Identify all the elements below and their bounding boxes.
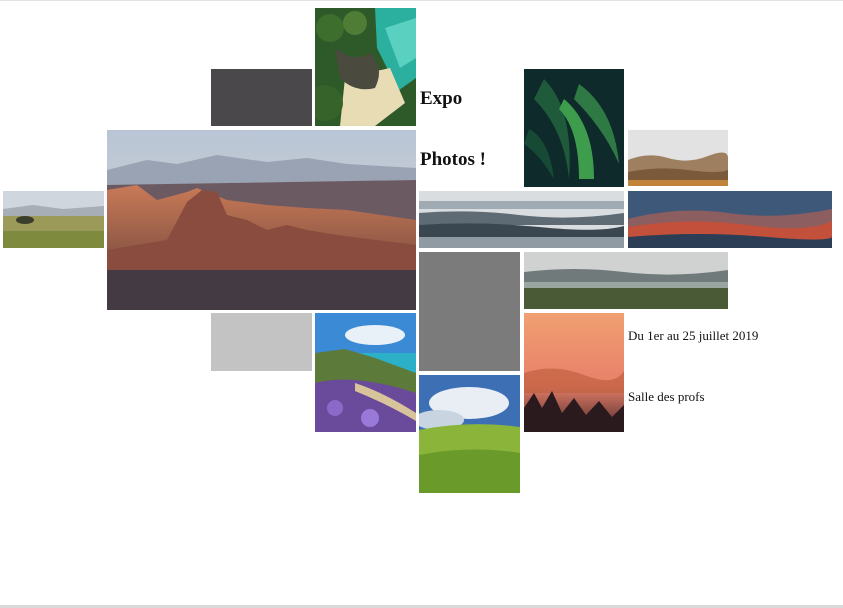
photo-red-desert-hills <box>628 191 832 248</box>
photo-golden-fog-forest <box>524 313 624 432</box>
photo-green-field-sky <box>419 375 520 493</box>
photo-canyon-sunset <box>107 130 416 310</box>
photo-coast-aerial <box>315 8 416 126</box>
photo-flower-coast <box>315 313 416 432</box>
exhibition-title-line1: Expo <box>420 88 463 109</box>
photo-meadow-landscape <box>3 191 104 248</box>
photo-foggy-autumn-hills <box>628 130 728 186</box>
exhibition-title-line2: Photos ! <box>420 149 486 170</box>
placeholder-block-mid <box>419 252 520 371</box>
photo-fern-leaves <box>524 69 624 187</box>
photo-misty-green-plain <box>524 252 728 309</box>
exhibition-dates: Du 1er au 25 juillet 2019 <box>628 328 759 343</box>
top-divider <box>0 0 843 1</box>
placeholder-block-dark <box>211 69 312 126</box>
exhibition-location: Salle des profs <box>628 389 705 404</box>
bottom-divider <box>0 605 843 608</box>
placeholder-block-light <box>211 313 312 371</box>
photo-motion-blur-water <box>419 191 624 248</box>
